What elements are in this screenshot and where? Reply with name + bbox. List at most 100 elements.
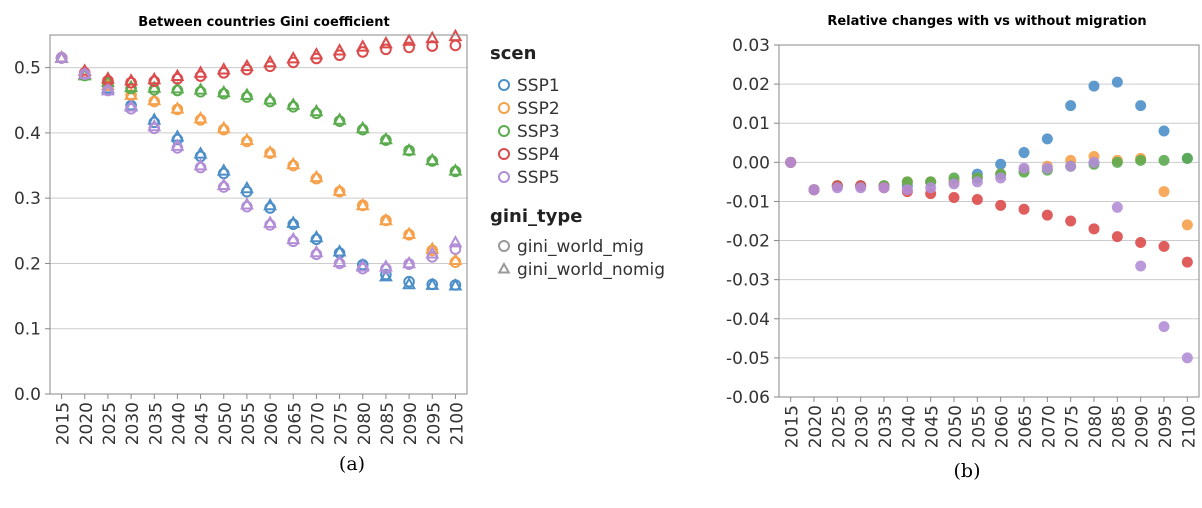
series-ssp4-gini-world-nomig — [54, 28, 463, 86]
point-ssp5-nomig — [378, 259, 393, 272]
point-ssp2-nomig — [402, 226, 417, 239]
x-tick-label: 2080 — [1086, 405, 1106, 448]
series-ssp2-gini-world-nomig — [54, 50, 463, 266]
point-ssp1-nomig — [448, 278, 463, 291]
x-tick-label: 2100 — [447, 402, 467, 445]
x-tick-label: 2050 — [216, 402, 236, 445]
chart-b-frame — [778, 44, 1200, 398]
x-tick-label: 2090 — [1133, 405, 1153, 448]
point-ssp1-nomig — [425, 277, 440, 290]
point-ssp1-nomig — [332, 244, 347, 257]
y-tick-label: 0.5 — [14, 59, 41, 79]
point-ssp4-nomig — [124, 73, 139, 86]
x-tick-label: 2030 — [123, 402, 143, 445]
point-ssp3 — [1158, 154, 1170, 166]
point-ssp2 — [1158, 186, 1170, 198]
point-ssp3-nomig — [402, 142, 417, 156]
point-ssp5 — [878, 182, 890, 194]
y-tick-label: -0.01 — [726, 192, 770, 212]
point-ssp1-nomig — [193, 146, 208, 159]
series-ssp3 — [785, 152, 1193, 196]
legend-entry-ssp2: SSP2 — [498, 99, 560, 119]
x-tick-label: 2065 — [1016, 405, 1036, 448]
point-ssp4 — [1158, 240, 1170, 252]
y-tick-label: 0.1 — [14, 320, 41, 340]
x-tick-label: 2075 — [332, 402, 352, 445]
x-tick-label: 2095 — [1156, 405, 1176, 448]
x-tick-label: 2020 — [806, 405, 826, 448]
chart-a-gridlines — [50, 67, 467, 395]
point-ssp5-nomig — [239, 197, 254, 210]
point-ssp1-nomig — [309, 229, 324, 243]
point-ssp1-nomig — [263, 197, 278, 211]
point-ssp4-nomig — [216, 62, 231, 75]
legend-symbol — [498, 240, 510, 252]
x-tick-label: 2040 — [169, 402, 189, 445]
legend-entry-ssp4: SSP4 — [498, 145, 560, 165]
series-ssp5-gini-world-nomig — [54, 50, 463, 272]
point-ssp4 — [948, 192, 960, 204]
x-tick-label: 2085 — [1109, 405, 1129, 448]
point-ssp2-nomig — [263, 144, 278, 158]
x-tick-label: 2015 — [54, 402, 74, 445]
point-ssp5-nomig — [332, 254, 347, 267]
y-tick-label: 0.01 — [732, 114, 770, 134]
point-ssp4 — [1065, 215, 1077, 227]
x-tick-label: 2100 — [1179, 405, 1199, 448]
point-ssp2-nomig — [286, 156, 301, 170]
x-tick-label: 2015 — [783, 405, 803, 448]
point-ssp1 — [1018, 147, 1030, 159]
point-ssp4-nomig — [402, 33, 417, 46]
point-ssp1 — [1065, 100, 1077, 112]
x-tick-label: 2085 — [378, 402, 398, 445]
point-ssp5 — [831, 182, 843, 194]
point-ssp4 — [995, 199, 1007, 211]
point-ssp4-mig — [403, 41, 415, 54]
point-ssp5-nomig — [193, 157, 208, 171]
caption-a: (a) — [339, 453, 365, 475]
x-tick-label: 2075 — [1063, 405, 1083, 448]
point-ssp3 — [1181, 152, 1193, 164]
point-ssp3-nomig — [239, 87, 254, 100]
point-ssp3-nomig — [448, 163, 463, 176]
legend-scen-entries: SSP1 SSP2 SSP3 SSP4 SSP5 — [498, 76, 560, 188]
point-ssp5 — [948, 178, 960, 190]
legend: scen SSP1 SSP2 SSP3 SSP4 SSP5 gini_type gini… — [490, 43, 665, 280]
point-ssp2-nomig — [309, 169, 324, 183]
chart-b: Relative changes with vs without migrati… — [726, 14, 1200, 448]
point-ssp4 — [1018, 203, 1030, 215]
point-ssp4-nomig — [239, 58, 254, 72]
point-ssp2-nomig — [124, 87, 139, 100]
series-ssp1-gini-world-nomig — [54, 50, 463, 291]
point-ssp5-nomig — [425, 246, 440, 259]
point-ssp5 — [855, 182, 867, 194]
chart-a-marks — [54, 28, 463, 291]
chart-a-frame — [49, 34, 468, 395]
point-ssp4-nomig — [147, 71, 162, 85]
y-tick-label: 0.4 — [14, 124, 41, 144]
series-ssp5-gini-world-mig — [55, 52, 462, 275]
point-ssp4 — [971, 193, 983, 205]
x-tick-label: 2065 — [285, 402, 305, 445]
legend-label: SSP3 — [517, 122, 560, 142]
legend-entry-ssp1: SSP1 — [498, 76, 560, 96]
point-ssp3-nomig — [193, 82, 208, 95]
y-tick-label: 0.00 — [732, 153, 770, 173]
point-ssp1-nomig — [378, 268, 393, 282]
point-ssp5 — [901, 184, 913, 196]
x-tick-label: 2050 — [946, 405, 966, 448]
point-ssp4-nomig — [263, 54, 278, 68]
series-ssp2-gini-world-mig — [55, 52, 462, 268]
x-tick-label: 2095 — [424, 402, 444, 445]
point-ssp3-nomig — [216, 84, 231, 98]
point-ssp2-nomig — [193, 110, 208, 124]
x-tick-label: 2045 — [193, 402, 213, 445]
caption-b: (b) — [954, 460, 981, 482]
point-ssp2-nomig — [448, 252, 463, 266]
point-ssp4-mig — [380, 43, 392, 56]
x-tick-label: 2030 — [853, 405, 873, 448]
y-tick-label: -0.04 — [726, 310, 770, 330]
point-ssp1 — [1135, 100, 1147, 112]
y-tick-label: -0.02 — [726, 232, 770, 252]
series-ssp3-gini-world-mig — [55, 52, 462, 178]
